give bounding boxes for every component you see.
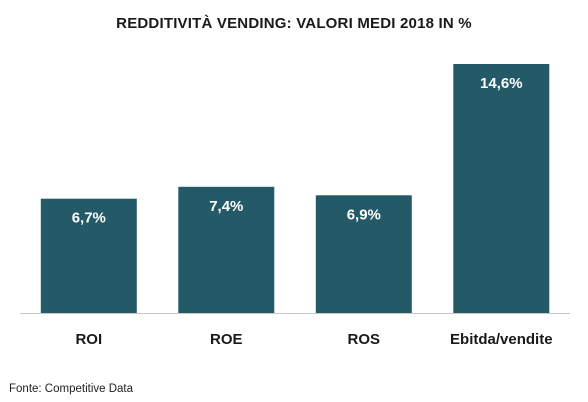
labels-layer: 6,7% ROI 7,4% ROE 6,9% ROS 14,6% Ebitda/vendite (72, 75, 553, 348)
bar-roi (40, 198, 137, 313)
data-label-roe: 7,4% (209, 198, 243, 215)
data-label-ros: 6,9% (347, 206, 381, 223)
bar-roe (178, 186, 275, 313)
data-label-roi: 6,7% (72, 210, 106, 227)
bars-layer (40, 64, 550, 313)
category-label-ros: ROS (348, 331, 381, 348)
data-label-ebitda-vendite: 14,6% (480, 75, 523, 92)
source-note: Fonte: Competitive Data (9, 383, 134, 395)
chart-title: REDDITIVITÀ VENDING: VALORI MEDI 2018 IN… (116, 15, 472, 32)
category-label-ebitda-vendite: Ebitda/vendite (450, 331, 553, 348)
bar-ebitda-vendite (453, 64, 550, 313)
bar-ros (315, 195, 412, 313)
category-label-roi: ROI (75, 331, 102, 348)
category-label-roe: ROE (210, 331, 243, 348)
